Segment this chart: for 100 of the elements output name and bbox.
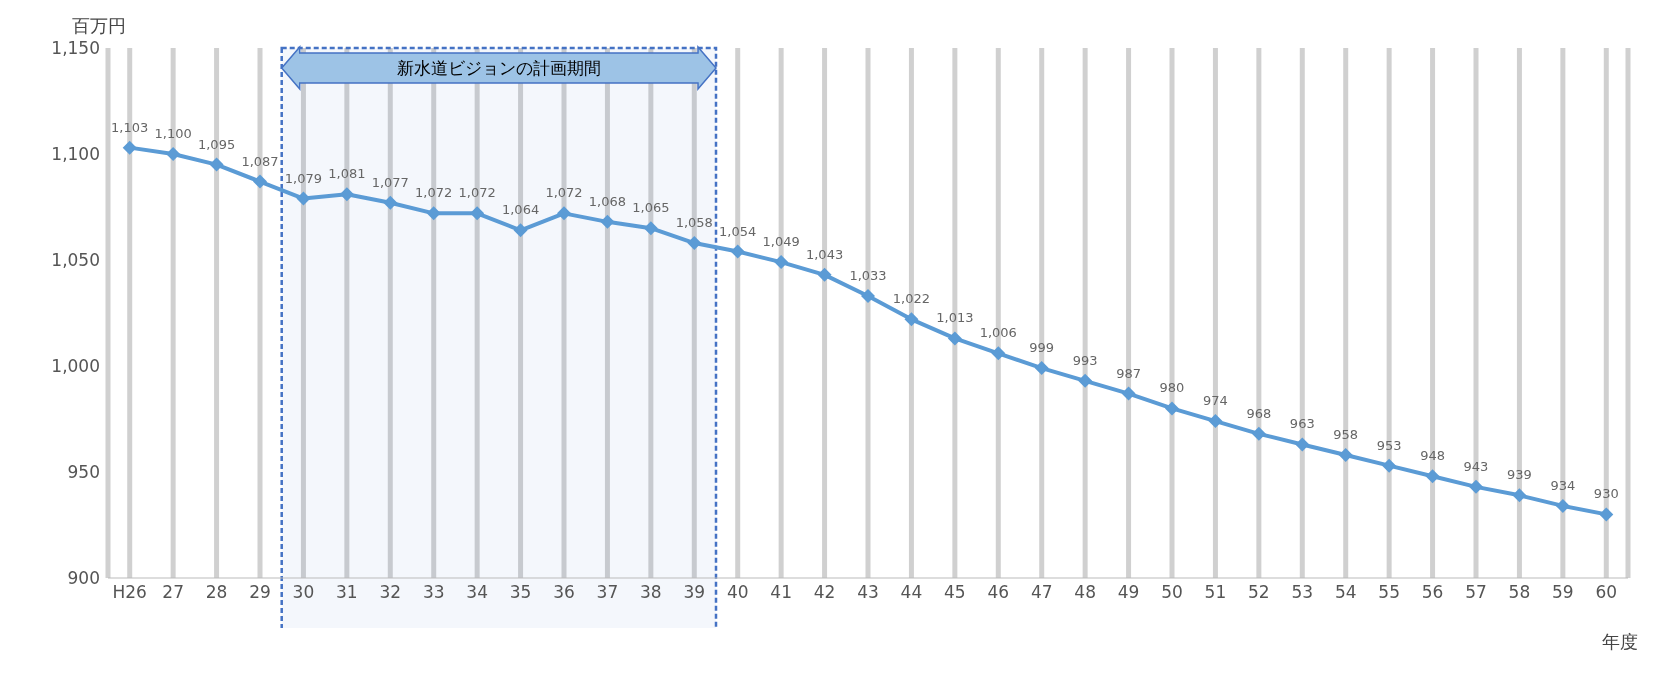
data-label: 1,065 [632, 200, 670, 216]
point [643, 221, 658, 236]
data-label: 1,022 [892, 291, 931, 307]
data-label: 953 [1376, 437, 1402, 453]
x-tick-label: 48 [1074, 582, 1096, 603]
x-tick-label: 27 [162, 582, 184, 603]
band-label: 新水道ビジョンの計画期間 [396, 58, 601, 78]
x-tick-label: 56 [1421, 582, 1444, 603]
point [1121, 386, 1136, 401]
x-tick-label: 53 [1291, 582, 1314, 603]
point [1425, 469, 1440, 484]
data-label: 1,087 [241, 153, 279, 169]
x-tick-label: 28 [205, 582, 228, 603]
x-tick-label: 30 [292, 582, 315, 603]
data-label: 1,033 [849, 268, 887, 284]
x-tick-label: 60 [1595, 582, 1618, 603]
point [1078, 373, 1093, 388]
data-label: 1,013 [936, 310, 974, 326]
x-tick-label: 38 [640, 582, 662, 603]
x-tick-label: 44 [900, 582, 923, 603]
x-tick-label: 51 [1204, 582, 1227, 603]
x-tick-label: 33 [422, 582, 445, 603]
y-tick-label: 1,000 [51, 356, 100, 377]
point [1338, 448, 1353, 463]
point [774, 255, 789, 270]
point [947, 331, 962, 346]
x-tick-label: 43 [857, 582, 879, 603]
data-label: 1,072 [458, 185, 496, 201]
point [296, 191, 311, 206]
data-label: 963 [1289, 416, 1315, 432]
data-label: 1,077 [371, 174, 409, 190]
data-label: 1,103 [111, 119, 149, 135]
point [166, 147, 181, 161]
point [209, 157, 224, 172]
point [1512, 488, 1527, 503]
point [470, 206, 485, 221]
point [817, 267, 832, 282]
x-tick-label: 52 [1248, 582, 1270, 603]
y-tick-label: 1,050 [51, 250, 100, 271]
x-tick-label: H26 [112, 582, 147, 603]
x-tick-label: 58 [1508, 582, 1531, 603]
point [1555, 498, 1570, 513]
point [1034, 361, 1049, 376]
data-label: 1,049 [762, 234, 800, 250]
data-label: 939 [1507, 467, 1532, 483]
data-label: 1,072 [415, 185, 453, 201]
point [904, 312, 919, 327]
point [1382, 458, 1397, 473]
x-tick-label: 31 [336, 582, 358, 603]
x-tick-label: 42 [813, 582, 836, 603]
point [513, 223, 528, 238]
data-label: 1,058 [675, 215, 713, 231]
point [600, 214, 615, 229]
x-tick-label: 57 [1465, 582, 1487, 603]
x-tick-label: 54 [1334, 582, 1357, 603]
y-tick-label: 950 [67, 462, 100, 483]
point [122, 140, 137, 155]
data-label: 1,043 [805, 246, 844, 262]
y-tick-label: 1,100 [51, 144, 100, 165]
point [426, 206, 441, 221]
point [383, 195, 398, 210]
data-label: 948 [1420, 448, 1445, 464]
x-tick-label: 41 [770, 582, 792, 603]
x-tick-label: 59 [1552, 582, 1574, 603]
data-label: 974 [1203, 393, 1228, 409]
x-tick-label: 29 [249, 582, 271, 603]
data-label: 1,068 [588, 193, 627, 209]
data-label: 943 [1463, 458, 1489, 474]
x-tick-label: 35 [509, 582, 532, 603]
x-tick-label: 37 [596, 582, 619, 603]
data-label: 993 [1072, 352, 1098, 368]
point [1295, 437, 1310, 452]
data-label: 930 [1593, 486, 1619, 502]
x-tick-label: 47 [1030, 582, 1053, 603]
data-label: 1,081 [328, 166, 366, 182]
point [730, 244, 745, 259]
data-label: 999 [1029, 340, 1055, 356]
data-label: 1,054 [719, 223, 757, 239]
x-tick-label: 46 [987, 582, 1010, 603]
y-tick-label: 900 [67, 568, 100, 589]
x-tick-label: 40 [726, 582, 749, 603]
data-label: 1,064 [501, 202, 540, 218]
point [991, 346, 1006, 361]
point [339, 187, 354, 202]
point [557, 206, 571, 221]
point [1469, 479, 1483, 494]
point [1599, 507, 1614, 522]
y-tick-label: 1,150 [51, 38, 100, 59]
data-label: 1,100 [154, 126, 192, 141]
x-tick-label: 39 [683, 582, 706, 603]
data-label: 1,006 [979, 325, 1017, 341]
x-tick-label: 32 [379, 582, 402, 603]
point [861, 289, 875, 304]
x-axis-title: 年度 [1602, 630, 1638, 654]
point [1208, 414, 1223, 429]
data-label: 958 [1333, 427, 1359, 443]
point [253, 174, 267, 189]
point [1165, 401, 1179, 416]
data-label: 1,079 [284, 170, 323, 186]
data-label: 968 [1246, 405, 1272, 421]
